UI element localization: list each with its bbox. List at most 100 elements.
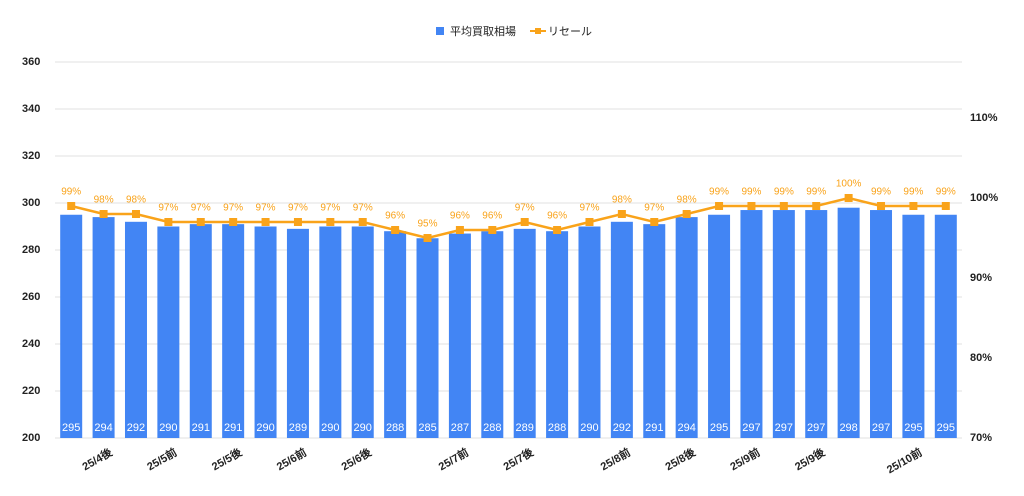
line-marker (715, 202, 724, 210)
line-label: 99% (741, 187, 761, 198)
line-label: 95% (418, 219, 438, 230)
line-marker (488, 226, 497, 234)
bar-label: 290 (321, 422, 339, 434)
line-marker (99, 210, 108, 218)
legend-label: 平均買取相場 (450, 25, 516, 38)
line-label: 99% (61, 187, 81, 198)
y-tick-label: 220 (22, 385, 40, 397)
x-tick-label: 25/9前 (727, 445, 762, 473)
line-marker (747, 202, 756, 210)
line-marker (67, 202, 76, 210)
line-label: 98% (94, 195, 114, 206)
y2-tick-label: 100% (970, 192, 998, 204)
line-marker (844, 194, 853, 202)
line-marker (585, 218, 594, 226)
line-marker (650, 218, 659, 226)
bar-label: 288 (548, 422, 566, 434)
y-tick-label: 200 (22, 432, 40, 444)
y2-tick-label: 90% (970, 272, 992, 284)
bar-label: 289 (516, 422, 534, 434)
bar (902, 214, 925, 438)
bar-label: 288 (483, 422, 501, 434)
line-label: 99% (806, 187, 826, 198)
x-tick-label: 25/9後 (792, 444, 828, 473)
bar-label: 295 (62, 422, 80, 434)
legend-swatch (436, 27, 444, 35)
y-tick-label: 320 (22, 150, 40, 162)
bar (546, 231, 569, 438)
line-label: 97% (644, 203, 664, 214)
y-tick-label: 300 (22, 197, 40, 209)
bar-label: 294 (94, 422, 112, 434)
bar-label: 287 (451, 422, 469, 434)
x-tick-label: 25/7前 (436, 445, 471, 473)
bar (416, 238, 439, 438)
bar-label: 294 (677, 422, 695, 434)
bar-label: 292 (127, 422, 145, 434)
bar-label: 290 (580, 422, 598, 434)
line-marker (941, 202, 950, 210)
line-marker (164, 218, 173, 226)
bar (157, 226, 180, 438)
y-tick-label: 260 (22, 291, 40, 303)
bar-label: 297 (742, 422, 760, 434)
line-marker (293, 218, 302, 226)
x-tick-label: 25/8前 (598, 445, 633, 473)
bar (805, 210, 828, 438)
bar (578, 226, 601, 438)
x-tick-label: 25/4後 (79, 444, 115, 473)
bar-label: 289 (289, 422, 307, 434)
bar-label: 291 (192, 422, 210, 434)
bar-label: 290 (159, 422, 177, 434)
x-tick-label: 25/6後 (339, 444, 375, 473)
line-marker (553, 226, 562, 234)
line-marker (682, 210, 691, 218)
bar-label: 290 (256, 422, 274, 434)
line-label: 96% (450, 211, 470, 222)
bar (189, 224, 212, 438)
line-label: 100% (836, 179, 862, 190)
bar (837, 207, 860, 438)
line-marker (520, 218, 529, 226)
bar (740, 210, 763, 438)
bar (675, 217, 698, 438)
line-label: 97% (158, 203, 178, 214)
bar (222, 224, 245, 438)
x-tick-label: 25/8後 (663, 444, 699, 473)
line-label: 96% (482, 211, 502, 222)
line-marker (131, 210, 140, 218)
bar (481, 231, 504, 438)
bar (513, 228, 536, 438)
x-tick-label: 25/10前 (884, 445, 924, 476)
bar (448, 233, 471, 438)
bar-label: 297 (807, 422, 825, 434)
x-tick-label: 25/6前 (274, 445, 309, 473)
line-label: 97% (320, 203, 340, 214)
bar-label: 291 (224, 422, 242, 434)
line-marker (779, 202, 788, 210)
bar-label: 297 (775, 422, 793, 434)
y2-tick-label: 110% (970, 112, 998, 124)
bar-label: 295 (904, 422, 922, 434)
line-label: 97% (256, 203, 276, 214)
line-label: 99% (871, 187, 891, 198)
line-label: 97% (223, 203, 243, 214)
line-marker (877, 202, 886, 210)
line-label: 99% (709, 187, 729, 198)
bar-label: 290 (354, 422, 372, 434)
y-tick-label: 340 (22, 103, 40, 115)
bar-label: 291 (645, 422, 663, 434)
x-tick-label: 25/5後 (209, 444, 245, 473)
line-marker (617, 210, 626, 218)
line-label: 98% (126, 195, 146, 206)
line-marker (909, 202, 918, 210)
bar (870, 210, 893, 438)
line-marker (423, 234, 432, 242)
y2-tick-label: 70% (970, 432, 992, 444)
bar (610, 221, 633, 438)
line-label: 97% (353, 203, 373, 214)
line-label: 97% (515, 203, 535, 214)
line-marker (196, 218, 205, 226)
bar (92, 217, 115, 438)
bar (708, 214, 731, 438)
